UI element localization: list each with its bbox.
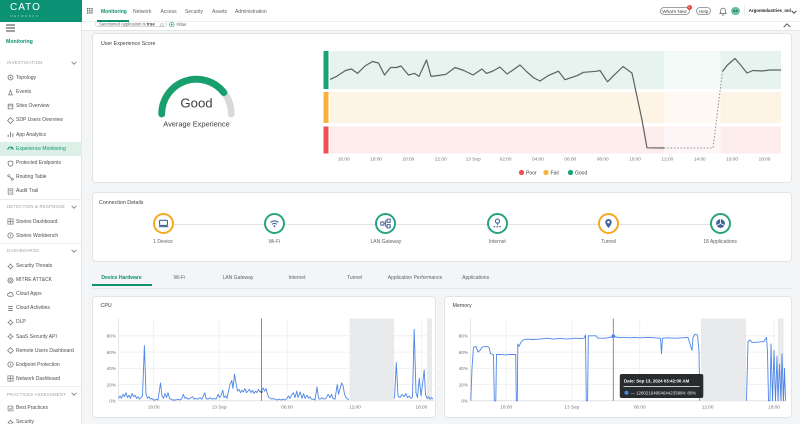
svg-text:04:00: 04:00 (532, 157, 544, 162)
svg-text:18:00: 18:00 (759, 157, 771, 162)
svg-text:— 12602164954644233984: 80%: — 12602164954644233984: 80% (631, 391, 697, 396)
svg-text:13 Sep: 13 Sep (212, 405, 227, 410)
svg-text:40%: 40% (459, 366, 468, 371)
svg-text:12:00: 12:00 (349, 405, 361, 410)
svg-text:16:00: 16:00 (726, 157, 738, 162)
svg-text:20:00: 20:00 (403, 157, 415, 162)
svg-text:40%: 40% (107, 366, 116, 371)
svg-text:Average Experience: Average Experience (163, 120, 229, 129)
svg-text:06:00: 06:00 (564, 157, 576, 162)
svg-text:60%: 60% (107, 350, 116, 355)
svg-text:Poor: Poor (526, 171, 537, 177)
svg-text:0%: 0% (461, 399, 468, 404)
svg-text:14:00: 14:00 (694, 157, 706, 162)
svg-text:12:00: 12:00 (662, 157, 674, 162)
svg-text:13 Sep: 13 Sep (466, 157, 481, 162)
svg-text:16:00: 16:00 (338, 157, 350, 162)
svg-text:02:00: 02:00 (500, 157, 512, 162)
svg-text:18:00: 18:00 (500, 405, 512, 410)
svg-text:0%: 0% (109, 399, 116, 404)
svg-text:08:00: 08:00 (597, 157, 609, 162)
svg-text:10:00: 10:00 (629, 157, 641, 162)
svg-text:13 Sep: 13 Sep (564, 405, 579, 410)
svg-text:18:00: 18:00 (148, 405, 160, 410)
svg-text:18:00: 18:00 (416, 405, 428, 410)
svg-text:06:00: 06:00 (281, 405, 293, 410)
svg-text:06:00: 06:00 (634, 405, 646, 410)
svg-text:Fair: Fair (551, 171, 560, 177)
svg-text:Good: Good (575, 171, 587, 177)
svg-text:18:00: 18:00 (370, 157, 382, 162)
svg-text:22:00: 22:00 (435, 157, 447, 162)
svg-text:Good: Good (180, 96, 212, 111)
svg-text:20%: 20% (107, 382, 116, 387)
svg-text:12:00: 12:00 (702, 405, 714, 410)
svg-text:Date: Sep 13, 2024 03:42:00 AM: Date: Sep 13, 2024 03:42:00 AM (624, 379, 690, 384)
svg-text:80%: 80% (459, 334, 468, 339)
svg-text:80%: 80% (107, 334, 116, 339)
svg-text:18:00: 18:00 (768, 405, 780, 410)
svg-text:20%: 20% (459, 382, 468, 387)
svg-text:60%: 60% (459, 350, 468, 355)
